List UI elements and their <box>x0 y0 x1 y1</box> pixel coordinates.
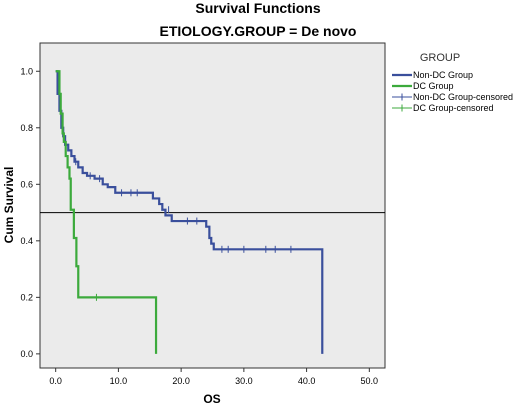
y-tick-label: 0.4 <box>20 236 33 246</box>
y-tick-label: 0.0 <box>20 349 33 359</box>
y-axis: 0.0 0.2 0.4 0.6 0.8 1.0 <box>20 66 40 359</box>
plot-area <box>39 42 386 369</box>
legend-title: GROUP <box>420 52 460 64</box>
y-axis-label: Cum Survival <box>2 167 16 244</box>
legend-label-dc-group-censored: DC Group-censored <box>413 103 494 113</box>
dc-group-survival-curve <box>55 70 158 354</box>
y-tick-label: 1.0 <box>20 66 33 76</box>
x-tick-label: 50.0 <box>361 376 379 386</box>
x-tick-label: 30.0 <box>235 376 253 386</box>
x-tick-label: 0.0 <box>49 376 62 386</box>
x-tick-label: 40.0 <box>298 376 316 386</box>
survival-curves <box>55 70 324 354</box>
y-tick-label: 0.6 <box>20 179 33 189</box>
legend-label-non-dc-group: Non-DC Group <box>413 70 473 80</box>
chart-title: Survival Functions <box>195 0 320 16</box>
x-tick-label: 10.0 <box>110 376 128 386</box>
x-axis-label: OS <box>203 392 220 406</box>
y-tick-label: 0.2 <box>20 292 33 302</box>
legend-label-non-dc-group-censored: Non-DC Group-censored <box>413 92 513 102</box>
legend-label-dc-group: DC Group <box>413 81 454 91</box>
chart-subtitle: ETIOLOGY.GROUP = De novo <box>160 23 357 39</box>
x-axis: 0.0 10.0 20.0 30.0 40.0 50.0 <box>49 368 378 386</box>
y-tick-label: 0.8 <box>20 123 33 133</box>
x-tick-label: 20.0 <box>172 376 190 386</box>
